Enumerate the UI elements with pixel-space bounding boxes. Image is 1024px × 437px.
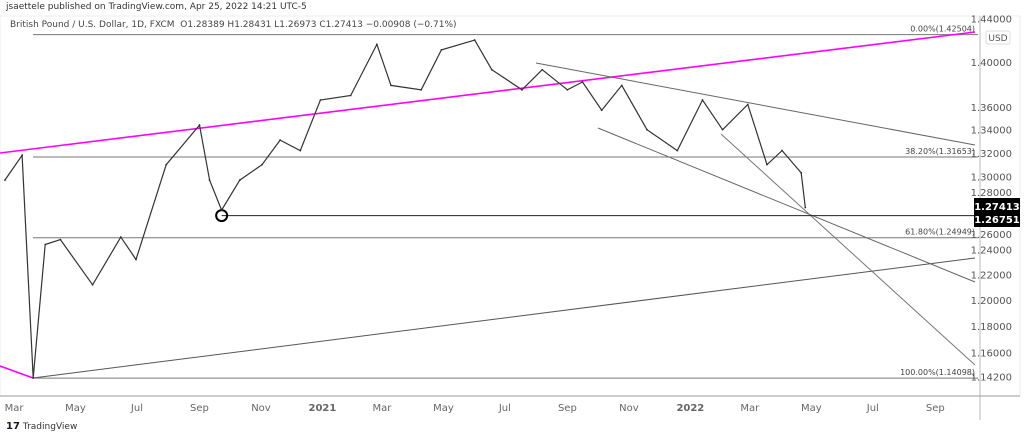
price-point xyxy=(220,209,223,212)
price-point xyxy=(490,68,493,71)
symbol-title[interactable]: British Pound / U.S. Dollar, 1D, FXCM xyxy=(10,20,175,30)
price-point xyxy=(541,68,544,71)
price-point xyxy=(319,99,322,101)
time-tick-label: May xyxy=(433,403,454,414)
price-point xyxy=(646,128,648,131)
magenta-trendline[interactable] xyxy=(0,31,976,154)
price-point xyxy=(521,88,523,91)
last-price: 1.27413 xyxy=(974,202,1020,213)
price-point xyxy=(21,154,23,157)
price-tick-label: 1.24000 xyxy=(971,246,1012,257)
time-tick-label: Sep xyxy=(190,403,209,414)
price-point xyxy=(440,49,443,51)
time-tick-label: 2022 xyxy=(676,403,704,414)
symbol-legend: British Pound / U.S. Dollar, 1D, FXCM O1… xyxy=(10,20,457,30)
time-tick-label: Jul xyxy=(498,403,511,414)
price-point xyxy=(620,84,623,87)
price-point xyxy=(4,179,6,181)
price-points xyxy=(4,39,807,379)
price-point xyxy=(208,179,211,181)
price-point xyxy=(135,258,137,261)
time-tick-label: Nov xyxy=(251,403,271,414)
trendlines[interactable] xyxy=(0,31,976,379)
price-point xyxy=(473,39,476,41)
price-tick-label: 1.22000 xyxy=(971,271,1012,282)
price-tick-label: 1.40000 xyxy=(971,58,1012,69)
price-point xyxy=(44,243,47,246)
time-tick-label: Jul xyxy=(130,403,143,414)
brand-name[interactable]: TradingView xyxy=(22,421,78,432)
time-tick-label: Jul xyxy=(866,403,879,414)
price-tick-label: 1.28000 xyxy=(971,188,1012,199)
time-tick-label: Mar xyxy=(5,403,25,414)
price-point xyxy=(375,43,378,46)
price-tick-label: 1.16000 xyxy=(971,349,1012,360)
price-tick-label: 1.34000 xyxy=(971,126,1012,137)
price-point xyxy=(165,163,168,166)
price-point xyxy=(349,94,352,97)
price-point xyxy=(804,206,807,209)
steep-trendline[interactable] xyxy=(720,133,976,366)
price-tick-label: 1.14200 xyxy=(971,373,1012,384)
price-tick-label: 1.36000 xyxy=(971,103,1012,114)
price-point xyxy=(800,172,803,174)
price-point xyxy=(721,128,724,131)
price-tick-label: 1.44000 xyxy=(971,14,1012,25)
price-point xyxy=(701,99,704,101)
plot-area xyxy=(0,15,1021,397)
time-tick-label: May xyxy=(65,403,86,414)
price-point xyxy=(581,81,584,83)
price-point xyxy=(600,109,603,112)
currency-label: USD xyxy=(988,34,1007,44)
magenta-trendline-short[interactable] xyxy=(0,365,34,379)
price-point xyxy=(390,84,392,87)
price-point xyxy=(766,163,768,166)
price-point xyxy=(198,124,201,126)
published-by: jsaettele published on TradingView.com, … xyxy=(6,2,307,12)
price-tick-label: 1.26000 xyxy=(971,230,1012,241)
price-axis: 1.14200 1.16000 1.18000 1.20000 1.22000 1.240… xyxy=(971,14,1012,383)
channel-upper-line[interactable] xyxy=(535,62,976,146)
price-tick-label: 1.18000 xyxy=(971,322,1012,333)
time-tick-label: Mar xyxy=(740,403,760,414)
price-point xyxy=(781,149,783,152)
time-tick-label: Mar xyxy=(372,403,392,414)
level-price: 1.26751 xyxy=(974,215,1020,226)
price-point xyxy=(59,238,62,241)
ohlc-values: O1.28389 H1.28431 L1.26973 C1.27413 −0.0… xyxy=(180,20,457,30)
price-point xyxy=(566,88,569,91)
time-tick-label: Nov xyxy=(619,403,639,414)
price-point xyxy=(299,149,302,152)
price-point xyxy=(676,149,679,152)
price-tick-label: 1.32000 xyxy=(971,149,1012,160)
price-point xyxy=(261,163,263,166)
price-point xyxy=(32,377,35,379)
price-point xyxy=(238,179,241,181)
long-support-trendline[interactable] xyxy=(32,257,976,379)
price-tick-label: 1.30000 xyxy=(971,172,1012,183)
price-point xyxy=(746,103,749,106)
fib-level-label: 61.80%(1.24949) xyxy=(905,228,975,237)
fib-level-label: 38.20%(1.31653) xyxy=(905,147,975,156)
price-point xyxy=(279,139,282,141)
fibonacci-retracement[interactable]: 0.00%(1.42504) 38.20%(1.31653) 61.80%(1.24… xyxy=(33,25,978,379)
currency-badge[interactable]: USD xyxy=(985,30,1011,45)
price-point xyxy=(119,236,122,238)
price-tick-label: 1.20000 xyxy=(971,296,1012,307)
tv-logo-icon[interactable]: 17 xyxy=(6,421,20,432)
price-point xyxy=(91,283,94,286)
channel-lower-line[interactable] xyxy=(597,127,976,283)
time-axis: Mar May Jul Sep Nov 2021 Mar May Jul Sep Nov 2022 Ma… xyxy=(5,403,945,414)
time-tick-label: May xyxy=(801,403,822,414)
time-tick-label: Sep xyxy=(926,403,945,414)
fib-level-label: 100.00%(1.14098) xyxy=(900,368,975,377)
time-tick-label: Sep xyxy=(558,403,577,414)
fib-level-label: 0.00%(1.42504) xyxy=(910,25,975,34)
time-tick-label: 2021 xyxy=(309,403,337,414)
price-point xyxy=(420,88,423,91)
footer: 17 TradingView xyxy=(6,421,77,432)
last-price-label: 1.27413 1.26751 xyxy=(974,198,1020,227)
